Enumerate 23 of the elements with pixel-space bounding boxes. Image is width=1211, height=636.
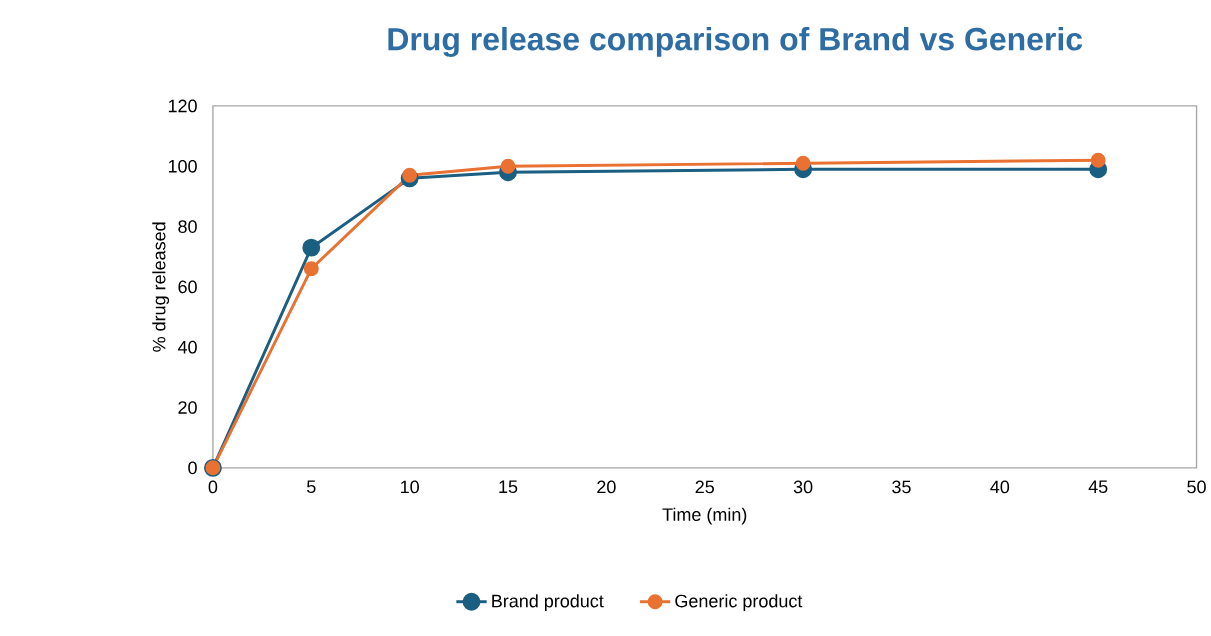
x-tick-label: 15 [499,480,518,494]
y-axis-title: % drug released [152,222,170,352]
x-tick-label: 5 [307,480,316,494]
legend-label: Generic product [675,594,803,612]
y-tick-label: 100 [168,160,197,173]
x-tick-label: 40 [990,480,1010,494]
x-tick-label: 50 [1187,480,1206,494]
y-tick-label: 40 [177,340,197,354]
y-tick-label: 20 [178,401,197,414]
x-axis-title: Time (min) [662,507,747,525]
x-tick-label: 25 [695,480,714,494]
chart-title: Drug release comparison of Brand vs Generic [388,27,1083,58]
x-tick-label: 20 [597,480,616,494]
x-tick-label: 0 [208,480,218,494]
y-tick-label: 80 [178,220,197,234]
x-tick-label: 45 [1088,480,1108,494]
x-tick-label: 35 [892,480,911,494]
x-tick-label: 30 [793,480,813,494]
y-tick-label: 0 [188,461,197,475]
x-tick-label: 10 [401,480,419,494]
legend-label: Brand product [492,594,604,612]
y-tick-label: 120 [168,99,197,113]
y-tick-label: 60 [178,280,197,294]
